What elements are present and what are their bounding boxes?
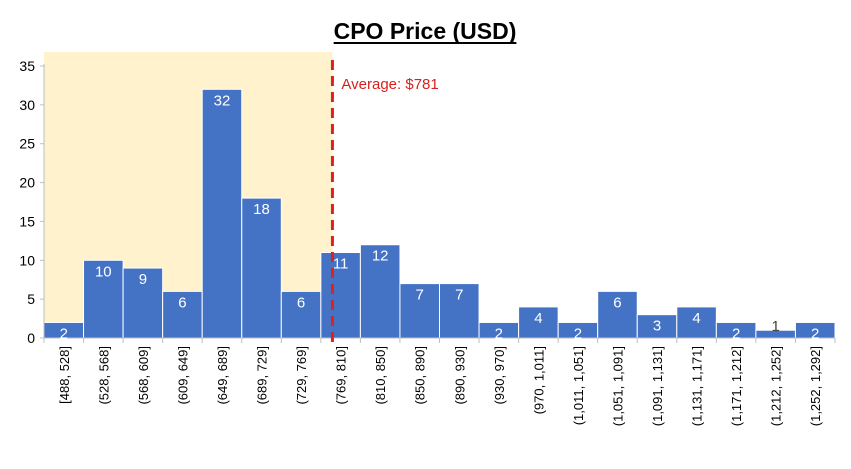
- x-tick-label: (568, 609]: [136, 346, 151, 405]
- data-label: 18: [253, 201, 270, 218]
- data-label: 6: [297, 294, 305, 311]
- data-label: 4: [534, 310, 542, 327]
- bars: [43, 88, 836, 339]
- data-label: 1: [772, 318, 780, 335]
- x-tick-label: (1,171, 1,212]: [729, 346, 744, 426]
- x-tick-label: (890, 930]: [452, 346, 467, 405]
- x-tick-label: (1,212, 1,252]: [769, 346, 784, 426]
- data-label: 7: [455, 287, 463, 304]
- x-axis: [488, 528] (528, 568] (568, 609] (609, 649]…: [43, 337, 836, 426]
- y-tick-label: 0: [27, 330, 35, 346]
- x-tick-label: (649, 689]: [215, 346, 230, 405]
- y-tick-label: 25: [19, 136, 35, 152]
- x-tick-label: (729, 769]: [294, 346, 309, 405]
- bar: [676, 306, 717, 339]
- y-tick-label: 15: [19, 213, 35, 229]
- data-label: 2: [495, 325, 503, 342]
- x-tick-label: [488, 528]: [57, 346, 72, 404]
- x-tick-label: (1,011, 1,051]: [571, 346, 586, 425]
- data-label: 2: [60, 325, 68, 342]
- bar: [201, 88, 243, 339]
- x-tick-label: (970, 1,011]: [531, 346, 546, 414]
- data-label: 11: [333, 256, 349, 273]
- data-label: 10: [95, 263, 112, 280]
- data-label: 2: [732, 325, 740, 342]
- bar: [280, 290, 322, 339]
- bar: [122, 267, 164, 339]
- bar: [439, 283, 480, 339]
- bar: [162, 290, 203, 339]
- data-label: 12: [372, 248, 389, 265]
- data-label: 6: [178, 294, 186, 311]
- y-axis: 0 5 10 15 20 25 30 35: [19, 58, 45, 346]
- data-label: 32: [214, 92, 231, 109]
- x-tick-label: (1,051, 1,091]: [610, 346, 625, 426]
- data-label: 2: [574, 325, 582, 342]
- data-label: 6: [613, 294, 621, 311]
- y-tick-label: 20: [19, 175, 35, 191]
- y-tick-label: 30: [19, 97, 35, 113]
- x-tick-label: (1,252, 1,292]: [808, 346, 823, 426]
- x-tick-label: (769, 810]: [334, 346, 349, 405]
- x-tick-label: (609, 649]: [175, 346, 190, 405]
- average-annotation: Average: $781: [341, 76, 438, 93]
- x-tick-label: (1,091, 1,131]: [650, 346, 665, 426]
- data-label: 4: [692, 310, 700, 327]
- y-tick-label: 10: [19, 252, 35, 268]
- x-tick-label: (689, 729]: [255, 346, 270, 405]
- x-tick-label: (930, 970]: [492, 346, 507, 405]
- data-label: 3: [653, 318, 661, 335]
- chart-title: CPO Price (USD): [334, 18, 517, 44]
- x-tick-label: (1,131, 1,171]: [690, 346, 705, 426]
- data-label: 7: [416, 287, 424, 304]
- x-tick-label: (810, 850]: [373, 346, 388, 405]
- y-tick-label: 35: [19, 58, 35, 74]
- bar: [241, 197, 282, 339]
- x-tick-label: (528, 568]: [96, 346, 111, 405]
- data-label: 9: [139, 271, 147, 288]
- data-label: 2: [811, 325, 819, 342]
- x-tick-label: (850, 890]: [413, 346, 428, 405]
- y-tick-label: 5: [27, 291, 35, 307]
